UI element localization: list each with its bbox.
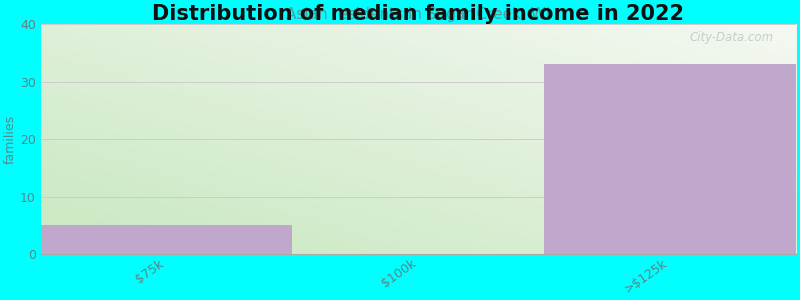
Y-axis label: families: families	[4, 115, 17, 164]
Text: Asian residents in Sugar Creek, WI: Asian residents in Sugar Creek, WI	[286, 7, 550, 22]
Bar	[544, 64, 796, 254]
Title: Distribution of median family income in 2022: Distribution of median family income in …	[152, 4, 684, 24]
Bar	[41, 225, 292, 254]
Text: City-Data.com: City-Data.com	[689, 31, 773, 44]
